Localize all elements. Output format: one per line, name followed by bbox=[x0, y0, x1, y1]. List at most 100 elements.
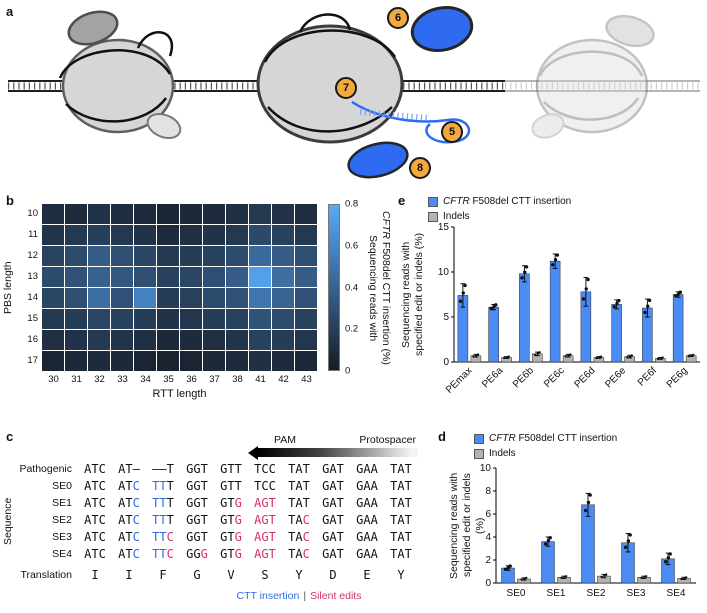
data-point bbox=[680, 577, 683, 581]
sequence-row-label: SE4 bbox=[52, 547, 72, 560]
codon: GTT bbox=[214, 479, 248, 493]
heatmap-xtick: 32 bbox=[94, 374, 105, 385]
heatmap-cell bbox=[180, 246, 202, 266]
heatmap-cell bbox=[295, 330, 317, 350]
heatmap-cell bbox=[111, 330, 133, 350]
base-segment: G bbox=[234, 495, 242, 510]
data-point bbox=[581, 297, 586, 301]
base-segment: ATC bbox=[84, 546, 106, 561]
panel-c-label: c bbox=[6, 429, 14, 444]
base-segment: GAA bbox=[356, 546, 378, 561]
heatmap-ytick: 10 bbox=[27, 208, 38, 219]
codon: TTT bbox=[146, 479, 180, 493]
heatmap-cell bbox=[157, 225, 179, 245]
codon: GTG bbox=[214, 513, 248, 527]
data-point bbox=[628, 533, 632, 537]
codon: Y bbox=[282, 568, 316, 582]
colorbar-tick: 0.4 bbox=[345, 282, 359, 293]
heatmap-colorbar bbox=[328, 204, 340, 371]
data-point bbox=[599, 355, 603, 358]
heatmap-cell bbox=[180, 330, 202, 350]
heatmap-cell bbox=[180, 288, 202, 308]
base-segment: T bbox=[166, 512, 174, 527]
codon: GAT bbox=[316, 479, 350, 493]
heatmap-cell bbox=[65, 225, 87, 245]
heatmap-cell bbox=[249, 246, 271, 266]
panel-d-label: d bbox=[438, 429, 446, 444]
base-segment: AT bbox=[118, 512, 133, 527]
heatmap-cell bbox=[295, 225, 317, 245]
data-point bbox=[603, 574, 606, 577]
base-segment: TAT bbox=[390, 512, 412, 527]
heatmap-cell bbox=[203, 351, 225, 371]
data-point bbox=[659, 357, 662, 360]
base-segment: GT bbox=[220, 512, 235, 527]
heatmap-ytick: 15 bbox=[27, 313, 38, 324]
codon: TAT bbox=[384, 496, 418, 510]
heatmap-xtick: 38 bbox=[232, 374, 243, 385]
heatmap-ytick: 14 bbox=[27, 292, 38, 303]
data-point bbox=[663, 560, 668, 564]
base-segment: AGT bbox=[254, 546, 276, 561]
codon: ATC bbox=[112, 496, 146, 510]
data-point bbox=[628, 355, 632, 358]
base-segment: GGT bbox=[186, 529, 208, 544]
heatmap-cell bbox=[272, 288, 294, 308]
codon: ATC bbox=[112, 530, 146, 544]
heatmap-cell bbox=[180, 309, 202, 329]
base-segment: C bbox=[132, 512, 140, 527]
codon: E bbox=[350, 568, 384, 582]
svg-text:8: 8 bbox=[417, 162, 423, 174]
heatmap-cell bbox=[111, 267, 133, 287]
dna-loop bbox=[267, 106, 393, 133]
protospacer-label: Protospacer bbox=[359, 434, 416, 446]
codon: GAT bbox=[316, 530, 350, 544]
y-tick-label: 2 bbox=[485, 555, 491, 566]
sequence-row-label: SE0 bbox=[52, 479, 72, 492]
heatmap-cell bbox=[272, 330, 294, 350]
step-5-badge: 5 bbox=[441, 121, 463, 143]
base-segment: TT bbox=[152, 546, 167, 561]
data-point bbox=[475, 354, 478, 357]
heatmap-cell bbox=[226, 288, 248, 308]
heatmap-cell bbox=[226, 246, 248, 266]
bar bbox=[611, 304, 622, 363]
colorbar-ticks: 0.8 0.6 0.4 0.2 0 bbox=[345, 199, 365, 377]
data-point bbox=[586, 500, 591, 505]
bar bbox=[672, 294, 684, 363]
codon: GAT bbox=[316, 547, 350, 561]
colorbar-tick: 0.8 bbox=[345, 198, 359, 210]
sgrna-hairpin bbox=[298, 13, 352, 33]
base-segment: ––T bbox=[152, 461, 174, 476]
data-point bbox=[508, 564, 512, 568]
heatmap-cell bbox=[134, 225, 156, 245]
heatmap-grid bbox=[42, 204, 317, 371]
sequence-axis-label: Sequence bbox=[2, 497, 14, 545]
base-segment: AT bbox=[118, 478, 133, 493]
heatmap-cell bbox=[42, 204, 64, 224]
base-segment: AGT bbox=[254, 512, 276, 527]
y-tick-label: 5 bbox=[443, 312, 449, 323]
base-segment: I bbox=[125, 567, 133, 582]
base-segment: C bbox=[302, 529, 310, 544]
base-segment: G bbox=[234, 529, 242, 544]
heatmap-cell bbox=[42, 267, 64, 287]
codon: TCC bbox=[248, 462, 282, 476]
heatmap-cell bbox=[42, 246, 64, 266]
codon: GTT bbox=[214, 462, 248, 476]
base-segment: C bbox=[166, 529, 174, 544]
heatmap-cell bbox=[157, 288, 179, 308]
codon: ATC bbox=[78, 513, 112, 527]
heatmap-ytick: 11 bbox=[28, 229, 38, 240]
base-segment: F bbox=[159, 567, 167, 582]
legend-d-row1: CFTR F508del CTT insertion bbox=[474, 431, 617, 446]
base-segment: C bbox=[302, 546, 310, 561]
legend-e-series1-label: CFTR F508del CTT insertion bbox=[443, 196, 572, 207]
heatmap-cell bbox=[134, 309, 156, 329]
arrow-body bbox=[257, 448, 418, 457]
data-point bbox=[623, 545, 628, 550]
base-segment: GAT bbox=[322, 478, 344, 493]
base-segment: V bbox=[227, 567, 235, 582]
protein-lobe bbox=[146, 112, 182, 140]
codon: V bbox=[214, 568, 248, 582]
